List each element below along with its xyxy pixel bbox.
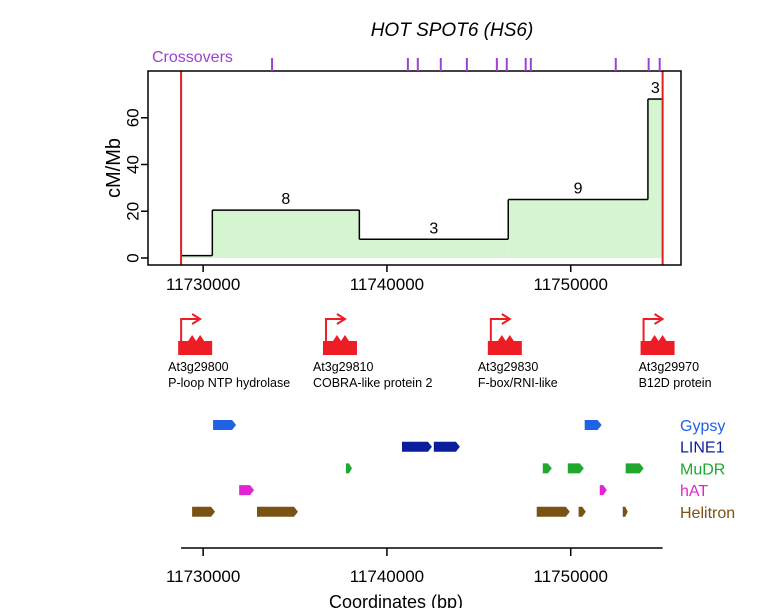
count-label: 8 [281, 191, 290, 208]
step-bar [181, 255, 213, 258]
gene-body [487, 335, 522, 355]
gene-arrowhead [336, 313, 347, 325]
transposon [213, 420, 237, 430]
plot-frame [147, 70, 682, 266]
count-label: 9 [574, 181, 583, 198]
transposon [622, 506, 628, 517]
transposon [402, 441, 432, 452]
transposon [345, 463, 353, 474]
y-tick-label: 40 [123, 155, 142, 174]
step-bar [212, 210, 360, 258]
gene-id: At3g29810 [313, 360, 374, 374]
transposon [599, 485, 607, 496]
y-tick-label: 20 [123, 202, 142, 221]
legend-label: Gypsy [680, 418, 725, 435]
gene [640, 313, 675, 355]
step-bar [359, 239, 509, 258]
transposon [542, 463, 552, 474]
transposon [536, 506, 570, 517]
transposon [578, 506, 586, 517]
gene-description: COBRA-like protein 2 [313, 376, 433, 390]
gene-arrowhead [654, 313, 665, 325]
legend-label: hAT [680, 483, 708, 500]
y-axis-label: cM/Mb [103, 138, 125, 198]
legend-label: LINE1 [680, 440, 725, 457]
transposon [567, 463, 584, 474]
gene-arrow [642, 318, 661, 341]
transposon [256, 506, 298, 517]
step-bar [647, 99, 663, 258]
gene-arrow [324, 318, 343, 341]
transposon [584, 420, 602, 430]
x-tick-label: 11750000 [534, 275, 608, 294]
gene-id: At3g29800 [168, 360, 229, 374]
gene-body [178, 335, 213, 355]
transposon [239, 485, 255, 496]
gene-id: At3g29970 [639, 360, 700, 374]
count-label: 3 [429, 220, 438, 237]
gene-description: P-loop NTP hydrolase [168, 376, 290, 390]
bottom-x-tick-label: 11740000 [350, 567, 424, 586]
chart-title: HOT SPOT6 (HS6) [371, 20, 534, 41]
y-tick-label: 0 [123, 253, 142, 262]
gene-body [322, 335, 357, 355]
gene-arrow [489, 318, 508, 341]
transposon [625, 463, 644, 474]
gene [487, 313, 522, 355]
legend-label: MuDR [680, 461, 725, 478]
y-tick-label: 60 [123, 108, 142, 127]
count-label: 3 [651, 80, 660, 97]
x-tick-label: 11730000 [166, 275, 240, 294]
bottom-x-tick-label: 11730000 [166, 567, 240, 586]
transposon [433, 441, 460, 452]
x-tick-label: 11740000 [350, 275, 424, 294]
gene-description: F-box/RNI-like [478, 376, 558, 390]
gene-id: At3g29830 [478, 360, 539, 374]
bottom-x-tick-label: 11750000 [534, 567, 608, 586]
gene-arrowhead [501, 313, 512, 325]
gene-arrowhead [191, 313, 203, 325]
legend-label: Helitron [680, 505, 735, 522]
gene-body [640, 335, 675, 355]
crossovers-label: Crossovers [152, 49, 233, 66]
transposon [192, 506, 216, 517]
gene [178, 313, 213, 355]
step-bar [508, 199, 648, 258]
gene-arrow [180, 318, 199, 341]
x-axis-label: Coordinates (bp) [329, 592, 463, 608]
gene-description: B12D protein [639, 376, 712, 390]
gene [322, 313, 357, 355]
